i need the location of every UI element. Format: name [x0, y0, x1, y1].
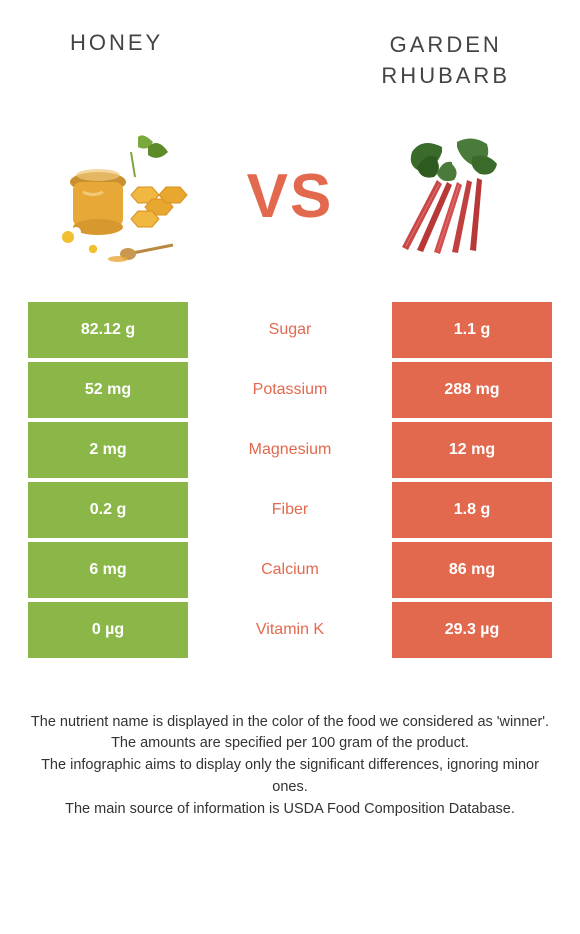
footer-line-2: The amounts are specified per 100 gram o… — [28, 733, 552, 755]
value-left: 0 µg — [28, 602, 188, 658]
table-row: 52 mgPotassium288 mg — [28, 362, 552, 418]
table-row: 2 mgMagnesium12 mg — [28, 422, 552, 478]
nutrient-label: Potassium — [188, 362, 392, 418]
value-right: 288 mg — [392, 362, 552, 418]
nutrient-label: Fiber — [188, 482, 392, 538]
footer: The nutrient name is displayed in the co… — [0, 662, 580, 821]
footer-line-4: The main source of information is USDA F… — [28, 799, 552, 821]
table-row: 0.2 gFiber1.8 g — [28, 482, 552, 538]
value-left: 6 mg — [28, 542, 188, 598]
header: HONEY GARDEN RHUBARB — [0, 0, 580, 112]
honey-image — [38, 122, 208, 272]
footer-line-3: The infographic aims to display only the… — [28, 755, 552, 799]
title-right: GARDEN RHUBARB — [381, 30, 510, 92]
value-left: 2 mg — [28, 422, 188, 478]
vs-text: VS — [247, 161, 334, 232]
rhubarb-image — [372, 122, 542, 272]
nutrient-label: Calcium — [188, 542, 392, 598]
value-right: 29.3 µg — [392, 602, 552, 658]
value-right: 1.8 g — [392, 482, 552, 538]
value-right: 86 mg — [392, 542, 552, 598]
nutrient-label: Sugar — [188, 302, 392, 358]
comparison-table: 82.12 gSugar1.1 g52 mgPotassium288 mg2 m… — [0, 292, 580, 658]
value-right: 1.1 g — [392, 302, 552, 358]
table-row: 0 µgVitamin K29.3 µg — [28, 602, 552, 658]
nutrient-label: Magnesium — [188, 422, 392, 478]
images-row: VS — [0, 112, 580, 292]
table-row: 82.12 gSugar1.1 g — [28, 302, 552, 358]
value-left: 52 mg — [28, 362, 188, 418]
value-right: 12 mg — [392, 422, 552, 478]
table-row: 6 mgCalcium86 mg — [28, 542, 552, 598]
value-left: 0.2 g — [28, 482, 188, 538]
footer-line-1: The nutrient name is displayed in the co… — [28, 712, 552, 734]
value-left: 82.12 g — [28, 302, 188, 358]
title-left: HONEY — [70, 30, 163, 92]
nutrient-label: Vitamin K — [188, 602, 392, 658]
